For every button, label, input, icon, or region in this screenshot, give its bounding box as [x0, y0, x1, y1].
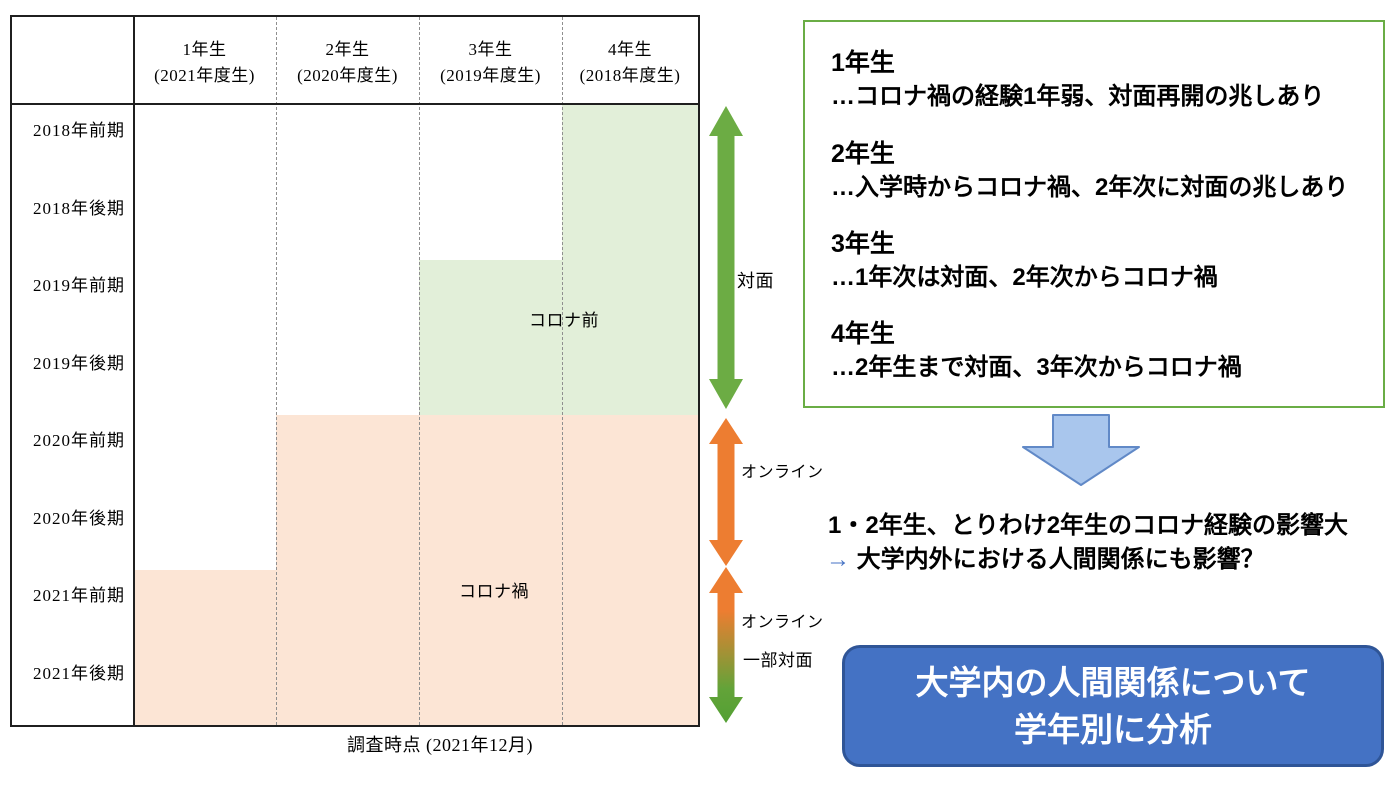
down-block-arrow-shape: [1022, 414, 1140, 486]
online-arrow-shape: [709, 418, 743, 566]
online-partial-label-bottom: 一部対面: [743, 651, 813, 670]
pre-covid-label: コロナ前: [529, 311, 599, 330]
insight-line1: 1・2年生、とりわけ2年生のコロナ経験の影響大: [828, 512, 1349, 539]
header-grade4-cohort: (2018年度生): [579, 66, 681, 85]
online-partial-label-top: オンライン: [741, 614, 824, 631]
header-grade1: 1年生 (2021年度生): [133, 17, 276, 103]
online-label: オンライン: [741, 464, 824, 481]
region-pre-covid-grade4: [562, 105, 698, 415]
legend-grade4-title: 4年生: [831, 320, 895, 348]
legend-grade2-title: 2年生: [831, 140, 895, 168]
row-label-2018b: 2018年後期: [33, 199, 125, 218]
row-label-2018a: 2018年前期: [33, 121, 125, 140]
column-divider-3: [562, 17, 563, 725]
region-pre-covid-grade3: [419, 260, 562, 415]
legend-grade1-desc: …コロナ禍の経験1年弱、対面再開の兆しあり: [831, 83, 1325, 110]
timeline-table: 1年生 (2021年度生) 2年生 (2020年度生) 3年生 (2019年度生…: [10, 15, 700, 727]
conclusion-line1: 大学内の人間関係について: [915, 664, 1311, 701]
insight-arrow-icon: →: [826, 546, 850, 573]
legend-grade3-title: 3年生: [831, 230, 895, 258]
legend-grade3-desc: …1年次は対面、2年次からコロナ禍: [831, 264, 1218, 291]
grade-legend-box: 1年生 …コロナ禍の経験1年弱、対面再開の兆しあり 2年生 …入学時からコロナ禍…: [803, 20, 1385, 408]
conclusion-line2: 学年別に分析: [1014, 711, 1212, 748]
region-covid-grade1: [133, 570, 276, 725]
header-grade2-cohort: (2020年度生): [297, 66, 398, 85]
insight-line2-text: 大学内外における人間関係にも影響？: [856, 546, 1265, 573]
row-label-2019b: 2019年後期: [33, 354, 125, 373]
insight-line2: → 大学内外における人間関係にも影響？: [826, 539, 1265, 574]
header-grade4: 4年生 (2018年度生): [562, 17, 698, 103]
row-label-2021b: 2021年後期: [33, 664, 125, 683]
survey-caption: 調査時点 (2021年12月): [347, 735, 533, 755]
header-separator: [12, 103, 698, 105]
down-block-arrow: [1022, 414, 1140, 486]
row-label-2019a: 2019年前期: [33, 276, 125, 295]
face-to-face-arrow: [709, 106, 743, 409]
online-partial-arrow: [709, 567, 743, 723]
conclusion-box: 大学内の人間関係について 学年別に分析: [842, 645, 1384, 767]
row-label-2020a: 2020年前期: [33, 431, 125, 450]
legend-item-grade4: 4年生 …2年生まで対面、3年次からコロナ禍: [831, 318, 1242, 385]
header-grade4-label: 4年生: [608, 40, 652, 59]
face-to-face-label: 対面: [737, 271, 774, 291]
column-divider-2: [419, 17, 420, 725]
legend-grade2-desc: …入学時からコロナ禍、2年次に対面の兆しあり: [831, 174, 1349, 201]
header-grade2: 2年生 (2020年度生): [276, 17, 419, 103]
header-grade3-cohort: (2019年度生): [440, 66, 541, 85]
online-partial-arrow-shape: [709, 567, 743, 723]
region-covid-grades2to4: [276, 415, 698, 725]
label-column-border: [133, 17, 135, 725]
online-arrow: [709, 418, 743, 566]
legend-grade4-desc: …2年生まで対面、3年次からコロナ禍: [831, 354, 1242, 381]
legend-item-grade3: 3年生 …1年次は対面、2年次からコロナ禍: [831, 228, 1218, 295]
header-grade2-label: 2年生: [325, 40, 370, 59]
header-grade1-label: 1年生: [182, 40, 227, 59]
legend-item-grade2: 2年生 …入学時からコロナ禍、2年次に対面の兆しあり: [831, 138, 1348, 205]
covid-label: コロナ禍: [459, 582, 529, 601]
column-divider-1: [276, 17, 277, 725]
header-grade3-label: 3年生: [468, 40, 513, 59]
row-label-2020b: 2020年後期: [33, 509, 125, 528]
header-grade3: 3年生 (2019年度生): [419, 17, 562, 103]
legend-item-grade1: 1年生 …コロナ禍の経験1年弱、対面再開の兆しあり: [831, 47, 1324, 114]
legend-grade1-title: 1年生: [831, 49, 895, 77]
face-to-face-arrow-shape: [709, 106, 743, 409]
corner-cell: [12, 17, 133, 103]
row-label-2021a: 2021年前期: [33, 586, 125, 605]
header-grade1-cohort: (2021年度生): [154, 66, 255, 85]
